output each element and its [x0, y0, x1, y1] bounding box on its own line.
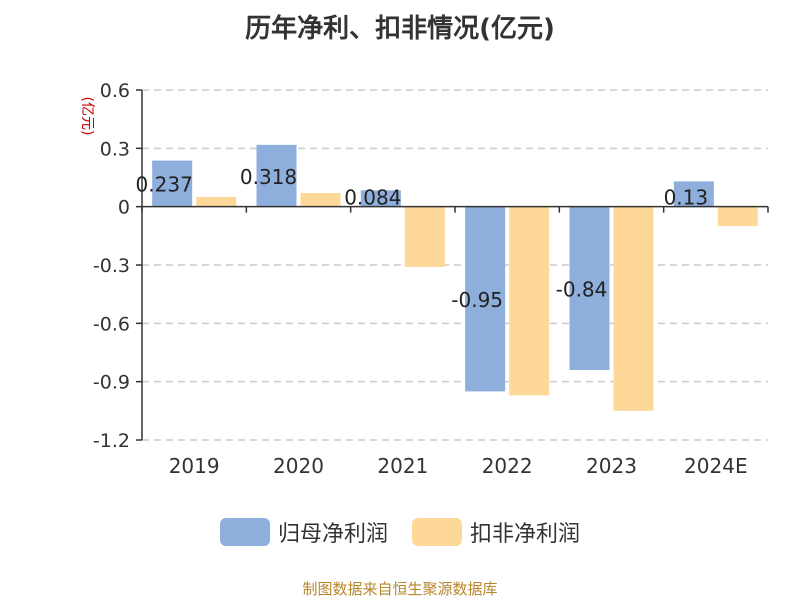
bar-1 [465, 206, 506, 392]
x-tick-label: 2023 [586, 454, 637, 478]
y-tick-label: 0.3 [100, 138, 130, 160]
bar-2 [404, 206, 445, 267]
data-label: 0.084 [344, 186, 401, 210]
chart-title: 历年净利、扣非情况(亿元) [245, 14, 555, 44]
bar-2 [196, 196, 237, 207]
x-tick-label: 2022 [482, 454, 533, 478]
y-axis-label: (亿元) [79, 97, 95, 136]
bar-1 [360, 190, 401, 207]
x-tick-label: 2024E [684, 454, 748, 478]
x-tick-label: 2020 [273, 454, 324, 478]
x-tick-label: 2021 [377, 454, 428, 478]
y-tick-label: -0.3 [93, 255, 130, 277]
data-label: 0.318 [240, 165, 297, 189]
y-tick-label: 0 [118, 197, 130, 219]
x-tick-label: 2019 [169, 454, 220, 478]
data-label: 0.237 [136, 173, 193, 197]
bar-1 [569, 206, 610, 370]
bar-1 [256, 144, 297, 207]
y-tick-label: 0.6 [100, 80, 130, 102]
data-label: -0.84 [556, 277, 608, 301]
bar-2 [613, 206, 654, 411]
bar-1 [673, 181, 714, 207]
legend: 归母净利润 扣非净利润 [0, 516, 800, 548]
legend-label-series1: 归母净利润 [277, 522, 388, 547]
bar-2 [300, 193, 341, 207]
legend-swatch-series2 [412, 518, 462, 546]
y-tick-label: -1.2 [93, 430, 130, 452]
legend-label-series2: 扣非净利润 [470, 522, 581, 547]
legend-swatch-series1 [219, 518, 270, 546]
data-label: -0.95 [451, 288, 503, 312]
y-tick-label: -0.9 [93, 372, 130, 394]
bar-2 [509, 206, 550, 396]
data-source-note: 制图数据来自恒生聚源数据库 [302, 580, 498, 598]
bar-2 [717, 206, 758, 227]
data-label: 0.13 [664, 186, 709, 210]
legend-item-series1[interactable]: 归母净利润 [219, 516, 388, 548]
legend-item-series2[interactable]: 扣非净利润 [412, 516, 580, 548]
bar-1 [152, 160, 193, 207]
y-tick-label: -0.6 [93, 313, 130, 335]
